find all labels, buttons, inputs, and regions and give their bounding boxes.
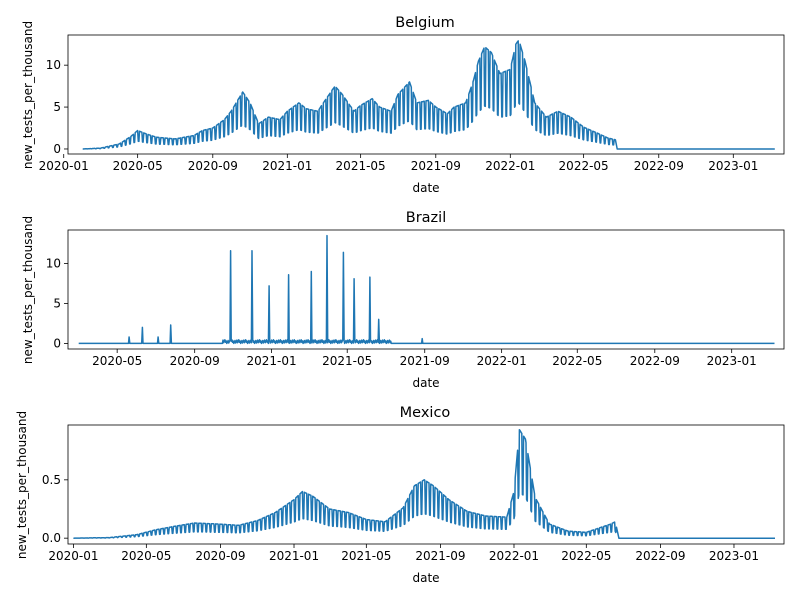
x-tick-label: 2020-05 [113, 159, 163, 173]
subplot-belgium: Belgium date new_tests_per_thousand 2020… [21, 15, 785, 195]
x-axis-label: date [412, 571, 439, 585]
x-tick-label: 2022-05 [561, 549, 611, 563]
x-tick-label: 2022-09 [635, 549, 685, 563]
x-tick-label: 2021-05 [341, 549, 391, 563]
y-axis-label: new_tests_per_thousand [21, 21, 35, 169]
subplot-title: Belgium [395, 15, 454, 31]
x-tick-label: 2021-05 [336, 159, 386, 173]
y-tick-label: 0 [53, 142, 61, 156]
x-tick-label: 2020-09 [188, 159, 238, 173]
y-tick-label: 5 [53, 296, 61, 310]
x-tick-label: 2021-01 [262, 159, 312, 173]
x-tick-label: 2020-01 [39, 159, 89, 173]
series-plot-area [73, 428, 776, 539]
x-tick-label: 2020-01 [48, 549, 98, 563]
plot-frame [67, 229, 785, 350]
x-axis-label: date [412, 181, 439, 195]
x-tick-label: 2022-01 [477, 354, 527, 368]
y-axis-label: new_tests_per_thousand [15, 411, 29, 559]
x-tick-label: 2021-09 [411, 159, 461, 173]
y-axis-label: new_tests_per_thousand [21, 216, 35, 364]
series-line [82, 40, 775, 150]
series-plot-area [78, 234, 775, 345]
subplot-mexico: Mexico date new_tests_per_thousand 2020-… [15, 405, 785, 585]
x-tick-label: 2022-09 [634, 159, 684, 173]
x-tick-label: 2021-09 [415, 549, 465, 563]
x-tick-label: 2021-09 [400, 354, 450, 368]
plot-frame [67, 424, 785, 545]
y-tick-label: 5 [53, 100, 61, 114]
x-tick-label: 2022-01 [489, 549, 539, 563]
subplot-brazil: Brazil date new_tests_per_thousand 2020-… [21, 210, 785, 390]
x-tick-label: 2020-05 [121, 549, 171, 563]
y-tick-label: 10 [46, 257, 61, 271]
x-tick-label: 2023-01 [707, 354, 757, 368]
y-tick-label: 0 [53, 336, 61, 350]
y-tick-label: 0.0 [42, 531, 61, 545]
x-tick-label: 2021-05 [322, 354, 372, 368]
subplot-title: Mexico [400, 405, 451, 421]
y-tick-label: 10 [46, 58, 61, 72]
x-tick-label: 2022-09 [630, 354, 680, 368]
x-tick-label: 2023-01 [709, 549, 759, 563]
x-tick-label: 2022-01 [485, 159, 535, 173]
x-tick-label: 2021-01 [247, 354, 297, 368]
x-tick-label: 2023-01 [708, 159, 758, 173]
x-tick-label: 2022-05 [552, 354, 602, 368]
x-axis-label: date [412, 376, 439, 390]
y-tick-label: 0.5 [42, 473, 61, 487]
x-tick-label: 2022-05 [559, 159, 609, 173]
series-line [78, 234, 775, 345]
plot-frame [67, 34, 785, 155]
series-line [73, 428, 776, 539]
x-tick-label: 2021-01 [269, 549, 319, 563]
x-tick-label: 2020-09 [170, 354, 220, 368]
series-plot-area [82, 40, 775, 150]
x-tick-label: 2020-05 [92, 354, 142, 368]
x-tick-label: 2020-09 [195, 549, 245, 563]
subplot-title: Brazil [406, 210, 446, 226]
